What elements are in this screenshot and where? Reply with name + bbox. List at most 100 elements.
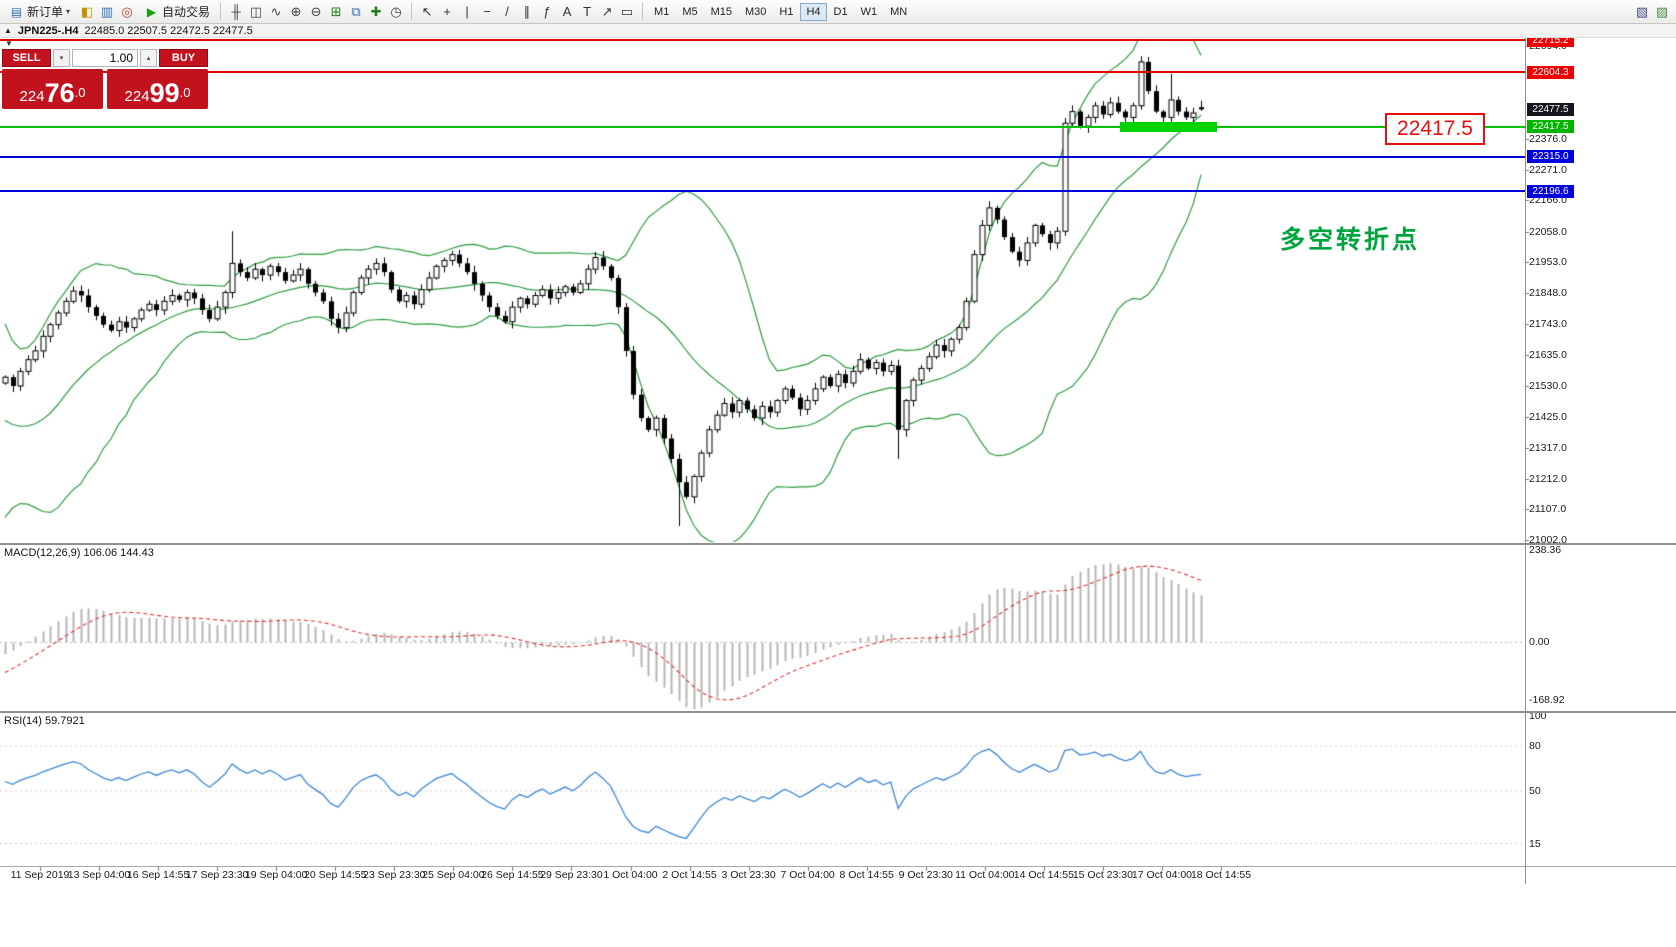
timeframe-m1[interactable]: M1 [648, 3, 675, 21]
horizontal-line-icon[interactable]: − [483, 4, 491, 19]
time-axis-label: 1 Oct 04:00 [603, 869, 658, 881]
chart-title-row: ▲ JPN225-.H4 22485.0 22507.5 22472.5 224… [0, 24, 1676, 38]
sell-price-display[interactable]: 224 76.0 [2, 69, 103, 109]
time-axis-separator [0, 866, 1676, 867]
price-axis-badge-22315.0: 22315.0 [1527, 150, 1574, 164]
price-axis-badge-22196.6: 22196.6 [1527, 184, 1574, 198]
timeframe-h4[interactable]: H4 [800, 2, 827, 21]
price-axis-label: 21848.0 [1529, 287, 1567, 300]
time-axis-label: 8 Oct 14:55 [839, 869, 894, 881]
crosshair-icon[interactable]: + [443, 4, 451, 19]
market-watch-icon[interactable]: ◧ [80, 3, 94, 19]
new-order-button[interactable]: ▤ 新订单 ▾ [4, 2, 75, 22]
timeframe-m30[interactable]: M30 [739, 3, 772, 21]
horizontal-line-22715.2[interactable] [0, 39, 1525, 41]
rsi-panel-separator[interactable] [0, 711, 1676, 713]
timeframe-w1[interactable]: W1 [855, 3, 884, 21]
macd-scale-label: -168.92 [1529, 694, 1565, 706]
horizontal-line-22417.5[interactable] [0, 125, 1525, 128]
auto-arrange-icon[interactable]: ⧉ [351, 3, 361, 19]
time-axis-label: 23 Sep 23:30 [363, 869, 426, 881]
time-axis-label: 26 Sep 14:55 [481, 869, 544, 881]
tile-windows-icon[interactable]: ⊞ [330, 3, 342, 19]
autotrading-play-icon: ▶ [146, 4, 157, 19]
price-axis-label: 21530.0 [1529, 379, 1567, 392]
bar-chart-icon[interactable]: ╫ [231, 4, 241, 19]
new-order-caret-icon: ▾ [66, 7, 71, 16]
buy-button[interactable]: BUY [159, 49, 208, 67]
horizontal-line-22315[interactable] [0, 155, 1525, 158]
time-axis-label: 7 Oct 04:00 [780, 869, 835, 881]
price-axis-label: 22376.0 [1529, 133, 1567, 145]
fibonacci-icon[interactable]: ƒ [543, 4, 551, 19]
shapes-icon[interactable]: ▭ [620, 3, 634, 19]
macd-indicator-label: MACD(12,26,9) 106.06 144.43 [4, 547, 154, 559]
price-axis-label: 21425.0 [1529, 410, 1567, 423]
data-window-icon[interactable]: ▥ [100, 3, 114, 19]
help-icon[interactable]: ▨ [1655, 3, 1669, 19]
time-axis-label: 3 Oct 23:30 [721, 869, 776, 881]
timeframe-d1[interactable]: D1 [828, 3, 854, 21]
text-label-icon[interactable]: T [583, 4, 592, 19]
rsi-indicator-label: RSI(14) 59.7921 [4, 715, 85, 727]
time-axis-label: 19 Sep 04:00 [244, 869, 308, 881]
time-axis-label: 20 Sep 14:55 [304, 869, 367, 881]
line-chart-icon[interactable]: ∿ [270, 3, 282, 19]
toolbar-separator [220, 3, 222, 20]
timeframe-m5[interactable]: M5 [676, 3, 703, 21]
indicators-icon[interactable]: ✚ [370, 3, 382, 19]
support-highlight-bar[interactable] [1120, 121, 1217, 132]
text-icon[interactable]: A [562, 4, 572, 19]
vertical-line-icon[interactable]: | [465, 4, 469, 19]
new-order-icon: ▤ [10, 4, 23, 19]
macd-scale-label: 0.00 [1529, 636, 1550, 649]
periods-icon[interactable]: ◷ [390, 3, 402, 19]
price-axis-label: 21317.0 [1529, 442, 1567, 455]
buy-price-big-digits: 99 [149, 78, 180, 108]
toolbar-separator [642, 3, 644, 20]
volume-spin-down[interactable]: ▾ [53, 49, 70, 67]
one-click-collapse-icon[interactable]: ▼ [5, 39, 13, 48]
new-order-label: 新订单 [27, 5, 64, 19]
arrow-tools-icon[interactable]: ↗ [601, 3, 613, 19]
price-axis-badge-22477.5: 22477.5 [1527, 102, 1574, 116]
time-axis-label: 16 Sep 14:55 [126, 869, 190, 881]
chart-ohlc-readout: 22485.0 22507.5 22472.5 22477.5 [84, 24, 253, 37]
time-axis-label: 11 Oct 04:00 [955, 869, 1015, 881]
zoom-out-icon[interactable]: ⊖ [310, 3, 322, 19]
volume-spin-up[interactable]: ▴ [140, 49, 157, 67]
time-axis-label: 13 Sep 04:00 [67, 869, 131, 881]
trendline-icon[interactable]: / [505, 4, 509, 19]
timeframe-m15[interactable]: M15 [705, 3, 738, 21]
rsi-scale-label: 15 [1529, 837, 1541, 850]
time-axis-label: 17 Oct 04:00 [1131, 869, 1192, 881]
time-axis-label: 2 Oct 14:55 [662, 869, 717, 881]
cursor-icon[interactable]: ↖ [421, 3, 433, 19]
toolbar-chart-icons: ╫ ◫ ∿ ⊕ ⊖ ⊞ ⧉ ✚ ◷ [226, 2, 406, 22]
timeframe-h1[interactable]: H1 [773, 3, 799, 21]
price-axis-label: 22271.0 [1529, 163, 1567, 176]
macd-panel-separator[interactable] [0, 543, 1676, 545]
chart-profile-icon[interactable]: ▧ [1635, 3, 1649, 19]
channel-icon[interactable]: ∥ [523, 3, 531, 19]
price-axis-label: 21635.0 [1529, 349, 1567, 362]
navigator-icon[interactable]: ◎ [121, 3, 133, 19]
zoom-in-icon[interactable]: ⊕ [290, 3, 302, 19]
time-axis-label: 14 Oct 14:55 [1013, 869, 1074, 881]
volume-input[interactable] [72, 49, 138, 67]
buy-price-display[interactable]: 224 99.0 [107, 69, 208, 109]
time-axis-label: 15 Oct 23:30 [1072, 869, 1133, 881]
pivot-annotation-text[interactable]: 多空转折点 [1280, 226, 1421, 254]
toolbar-right-icons: ▧ ▨ [1632, 2, 1672, 22]
toolbar-separator [411, 3, 413, 20]
timeframe-mn[interactable]: MN [884, 3, 913, 21]
horizontal-line-22196.6[interactable] [0, 190, 1525, 193]
sell-price-suffix: .0 [74, 85, 86, 100]
time-axis-label: 29 Sep 23:30 [540, 869, 603, 881]
autotrading-button[interactable]: ▶ 自动交易 [139, 2, 215, 22]
candlestick-chart-icon[interactable]: ◫ [249, 3, 263, 19]
horizontal-line-22604.3[interactable] [0, 71, 1525, 74]
price-annotation-box[interactable]: 22417.5 [1385, 113, 1485, 145]
sell-button[interactable]: SELL [2, 49, 51, 67]
